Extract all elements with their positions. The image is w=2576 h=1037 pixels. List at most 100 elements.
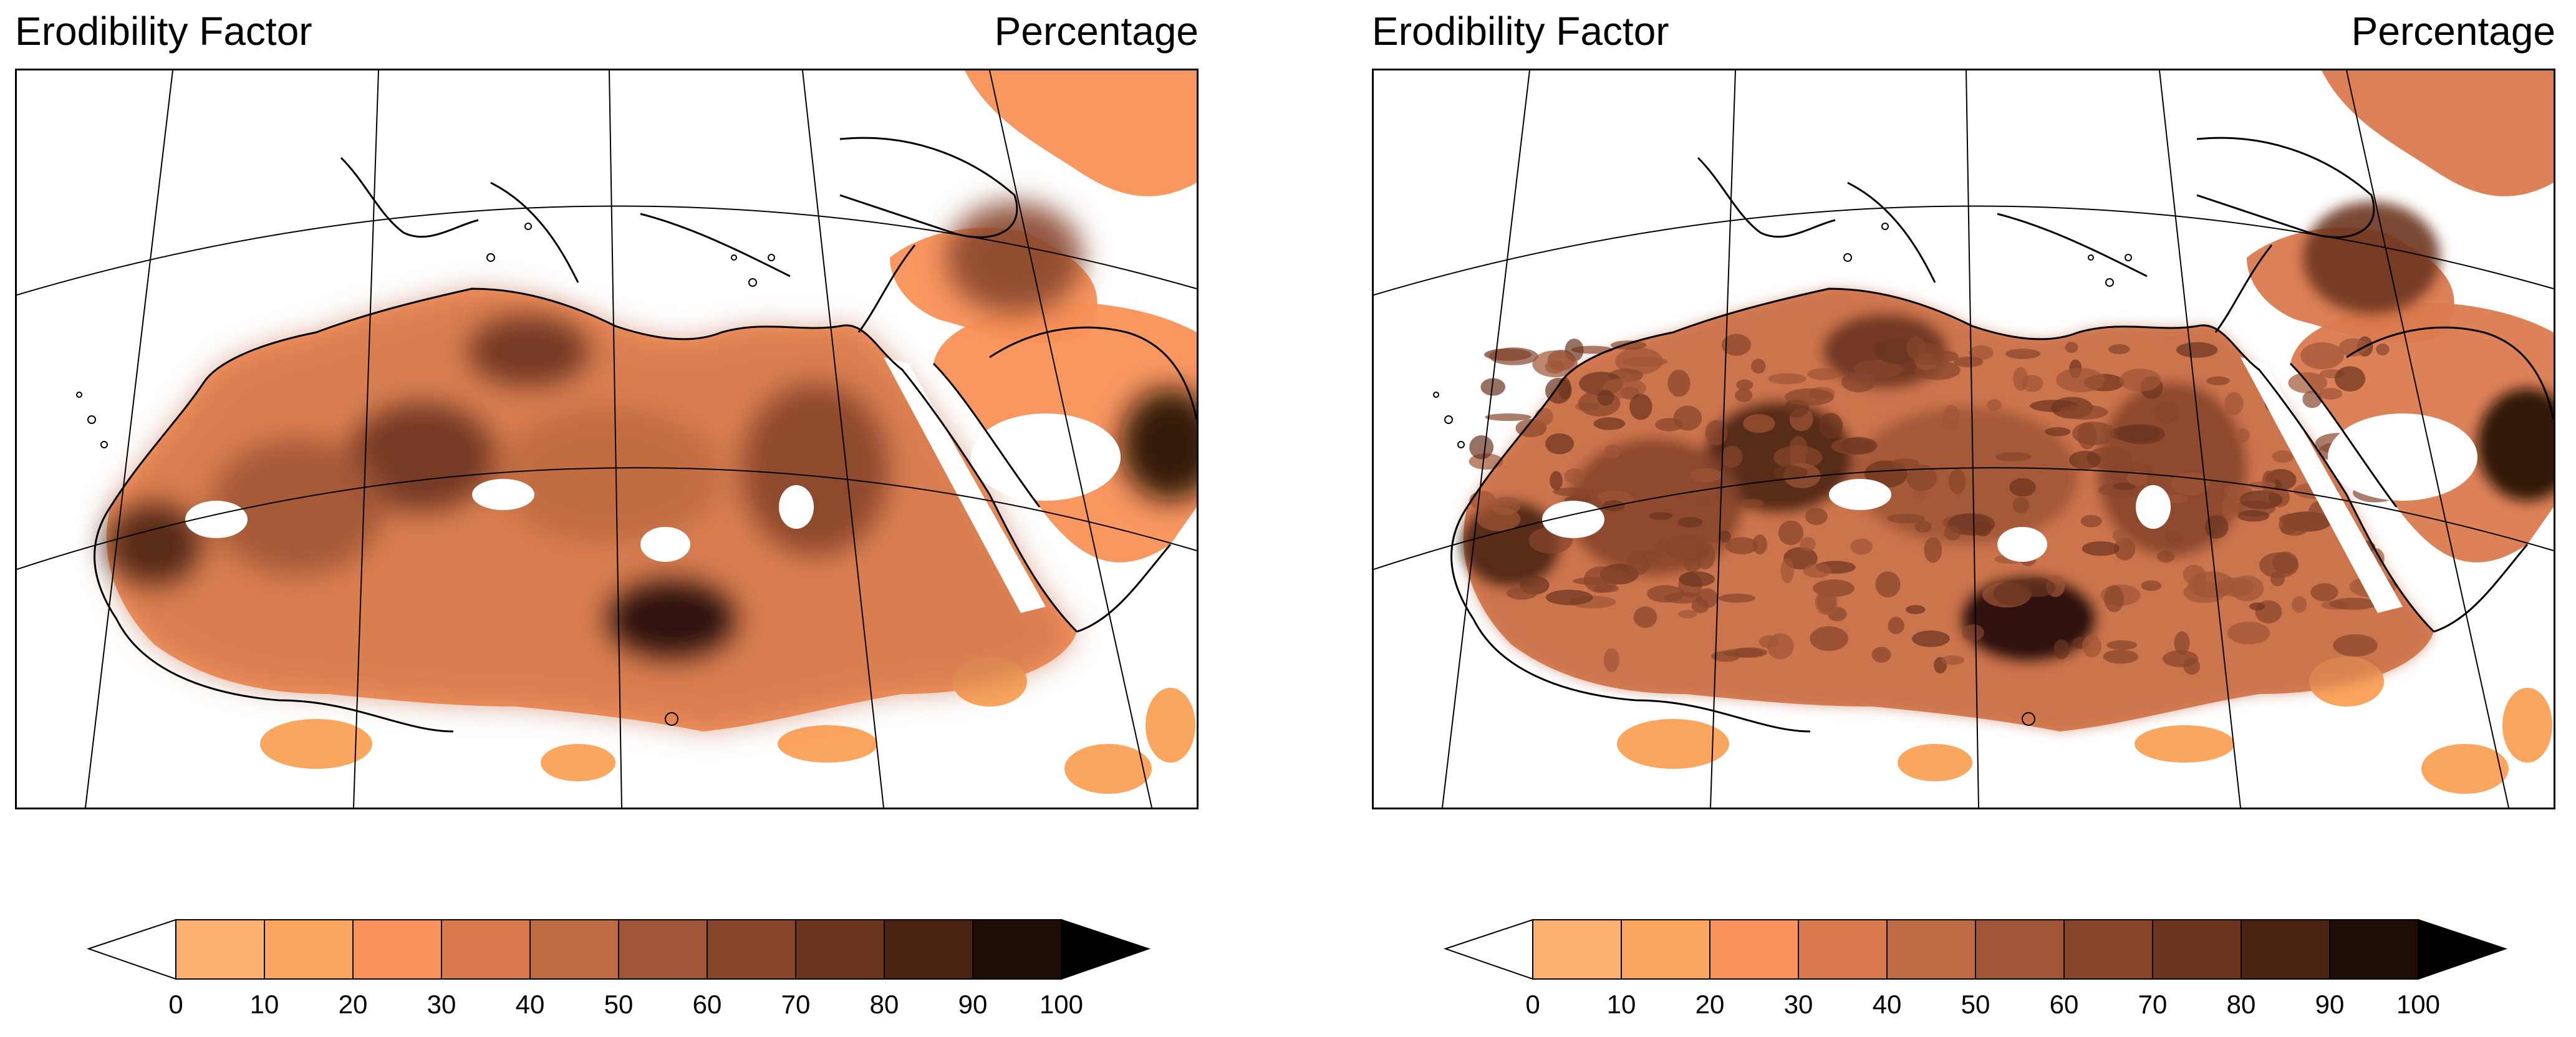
- colorbar-svg: 0 10 20 30 40 50 60 70 80 90 100: [1443, 919, 2508, 1019]
- erodibility-texture-cell: [2065, 342, 2078, 353]
- erodibility-texture-cell: [1807, 368, 1840, 380]
- graticule: [1374, 70, 2554, 808]
- erodibility-texture-cell: [2082, 635, 2102, 658]
- erodibility-texture-cell: [2141, 580, 2162, 591]
- colorbar-swatch: [175, 919, 265, 980]
- erodibility-texture-cell: [2224, 392, 2244, 415]
- erodibility-texture-cell: [2259, 552, 2299, 579]
- erodibility-texture-cell: [1906, 465, 1937, 491]
- erodibility-texture-cell: [2104, 585, 2125, 612]
- erodibility-texture-cell: [1667, 369, 1691, 397]
- erodibility-texture-cell: [2272, 450, 2294, 463]
- erodibility-texture-cell: [1678, 610, 1697, 619]
- erodibility-texture-cell: [2300, 342, 2344, 370]
- islands: [1433, 223, 2132, 726]
- erodibility-texture-cell: [1943, 405, 1960, 430]
- erodibility-texture-cell: [2108, 344, 2130, 354]
- colorbar-tick-label: 90: [2315, 990, 2345, 1019]
- erodibility-patch: [1146, 688, 1195, 763]
- erodibility-texture-cell: [1691, 468, 1722, 483]
- erodibility-texture-cell: [2103, 649, 2139, 664]
- non-erodible-area: [2328, 413, 2477, 501]
- erodibility-texture-cell: [1721, 445, 1743, 468]
- colorbar-tick-label: 60: [2050, 990, 2079, 1019]
- erodibility-map: [1372, 69, 2555, 809]
- colorbar-tick-label: 50: [1961, 990, 1990, 1019]
- colorbar-swatch: [1532, 919, 1622, 980]
- erodibility-texture-cell: [1550, 471, 1563, 490]
- erodibility-texture-cell: [1767, 633, 1794, 660]
- erodibility-hotspot: [466, 314, 591, 388]
- erodibility-hotspot: [2477, 388, 2554, 501]
- erodibility-texture-cell: [1725, 537, 1758, 554]
- erodibility-texture-cell: [1906, 605, 1926, 614]
- non-erodible-area: [1997, 527, 2047, 562]
- erodibility-texture-cell: [1815, 589, 1838, 615]
- erodibility-texture-cell: [2333, 634, 2378, 657]
- colorbar-tick-label: 80: [870, 990, 899, 1019]
- erodibility-texture-cell: [1987, 399, 2002, 411]
- colorbar-tick-label: 20: [1696, 990, 1725, 1019]
- erodibility-texture-cell: [1597, 390, 1614, 406]
- erodibility-texture-cell: [1469, 491, 1496, 510]
- erodibility-texture-cell: [1506, 587, 1538, 600]
- erodibility-region: [2322, 70, 2554, 196]
- erodibility-texture-cell: [1639, 550, 1662, 561]
- red-sea: [884, 357, 1046, 613]
- erodibility-texture-cell: [1800, 537, 1816, 552]
- erodibility-texture-cell: [1691, 599, 1709, 614]
- coastlines: [1450, 137, 2554, 733]
- colorbar-swatch: [2063, 919, 2153, 980]
- colorbar-swatch: [2329, 919, 2419, 980]
- erodibility-texture-cell: [1646, 585, 1684, 603]
- erodibility-texture-cell: [2126, 471, 2148, 486]
- erodibility-texture-cell: [1941, 655, 1965, 665]
- erodibility-texture-cell: [1740, 499, 1763, 508]
- erodibility-hotspot: [210, 438, 385, 576]
- erodibility-texture-cell: [1545, 433, 1574, 455]
- colorbar-swatch: [264, 919, 354, 980]
- erodibility-hotspot: [1121, 388, 1197, 501]
- erodibility-texture-cell: [1780, 557, 1794, 584]
- erodibility-texture-cell: [1887, 513, 1925, 524]
- erodibility-texture-cell: [2120, 369, 2161, 392]
- erodibility-texture-cell: [2227, 621, 2270, 645]
- erodibility-hotspot: [946, 201, 1083, 314]
- erodibility-texture-cell: [2176, 342, 2218, 358]
- erodibility-texture-cell: [1564, 468, 1585, 484]
- colorbar-under-triangle: [86, 919, 176, 980]
- non-erodible-area: [1542, 501, 1604, 538]
- red-sea: [2241, 357, 2403, 613]
- colorbar-svg: 0 10 20 30 40 50 60 70 80 90 100: [86, 919, 1151, 1019]
- erodibility-hotspot: [740, 382, 890, 557]
- erodibility-texture-cell: [1593, 584, 1619, 593]
- colorbar-swatch: [1709, 919, 1799, 980]
- erodibility-texture-cell: [1655, 418, 1684, 432]
- erodibility-texture-cell: [2237, 510, 2270, 522]
- colorbar-tick-label: 70: [781, 990, 811, 1019]
- erodibility-texture-cell: [2338, 338, 2367, 357]
- erodibility-texture-cell: [1677, 517, 1703, 528]
- erodibility-texture-cell: [1735, 388, 1753, 402]
- erodibility-texture-cell: [2163, 650, 2199, 668]
- erodibility-texture-cell: [1891, 458, 1919, 468]
- colorbar-tick-label: 100: [1040, 990, 1083, 1019]
- colorbar-tick-label: 30: [1784, 990, 1813, 1019]
- erodibility-texture-cell: [1718, 530, 1731, 543]
- erodibility-texture-cell: [2068, 450, 2101, 470]
- erodibility-texture-cell: [1944, 525, 1962, 541]
- erodibility-texture-cell: [1705, 420, 1728, 446]
- erodibility-texture-cell: [1778, 520, 1804, 546]
- erodibility-patch: [778, 725, 877, 763]
- colorbar-swatch: [1886, 919, 1976, 980]
- erodibility-texture-cell: [1648, 512, 1673, 520]
- colorbar-swatch: [2241, 919, 2330, 980]
- erodibility-texture-cell: [2329, 597, 2377, 610]
- erodibility-texture-cell: [1995, 451, 2032, 461]
- erodibility-texture-cell: [1953, 356, 1984, 367]
- colorbar-swatch: [2152, 919, 2242, 980]
- erodibility-hotspot: [603, 576, 740, 663]
- colorbar-swatch: [441, 919, 531, 980]
- erodibility-patch: [1064, 744, 1152, 794]
- non-erodible-area: [472, 479, 534, 510]
